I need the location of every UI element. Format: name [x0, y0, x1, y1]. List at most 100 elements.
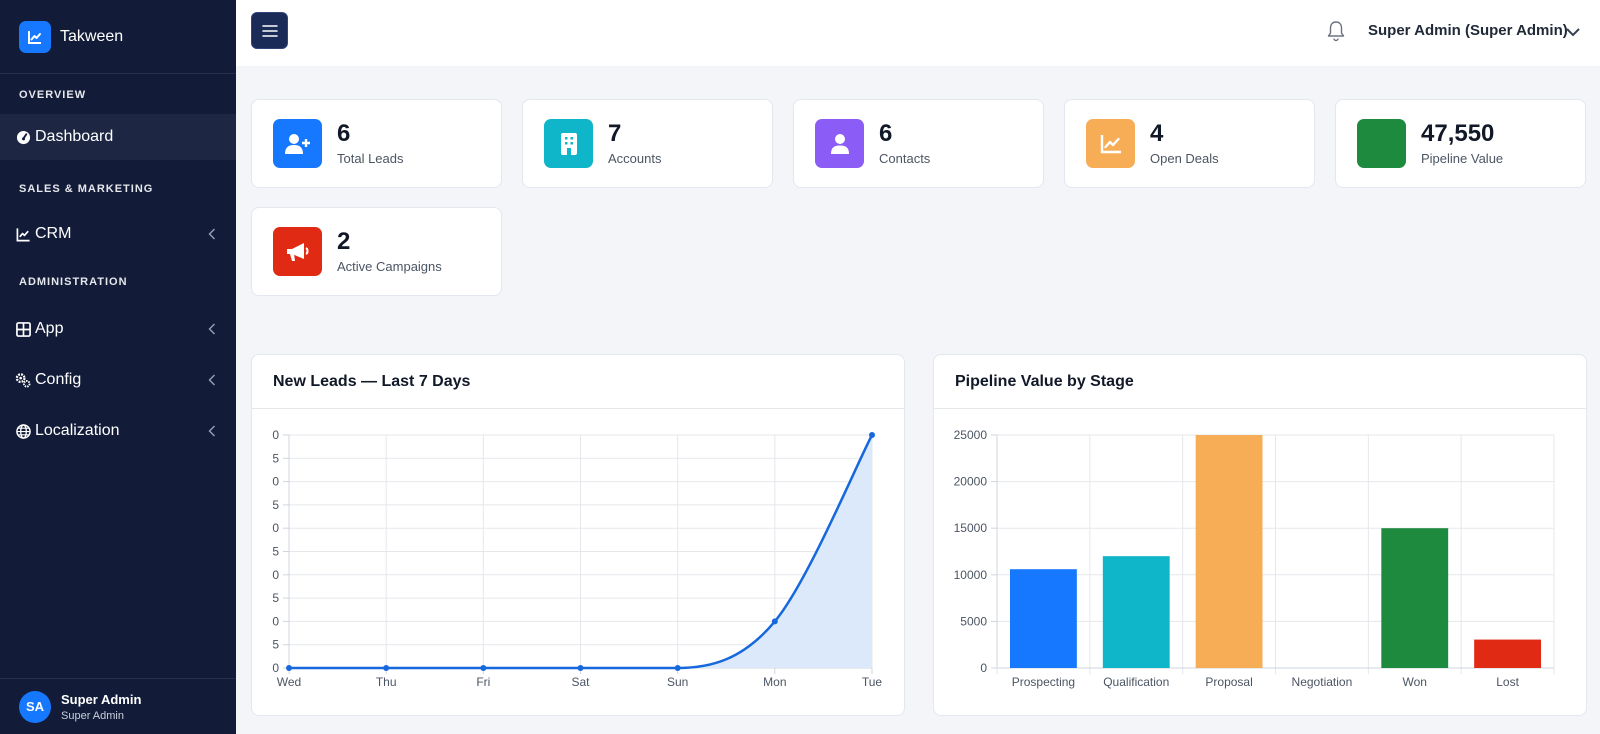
chart-line-icon: [1086, 119, 1135, 168]
x-tick-label: Lost: [1496, 675, 1519, 689]
y-tick-label: 0: [272, 521, 279, 535]
y-tick-label: 5000: [960, 614, 987, 628]
sidebar-item-crm[interactable]: CRM: [0, 211, 236, 257]
data-point: [383, 665, 390, 671]
section-label-sales-marketing: SALES & MARKETING: [19, 183, 154, 195]
menu-toggle-button[interactable]: [251, 12, 288, 49]
stat-value: 7: [608, 120, 622, 147]
section-label-administration: ADMINISTRATION: [19, 276, 128, 288]
y-tick-label: 5: [272, 591, 279, 605]
megaphone-icon: [273, 227, 322, 276]
x-tick-label: Tue: [862, 675, 883, 689]
data-point: [869, 432, 875, 438]
card-title: New Leads — Last 7 Days: [273, 373, 471, 390]
y-tick-label: 0: [980, 661, 987, 675]
brand[interactable]: Takween: [0, 0, 236, 74]
x-tick-label: Wed: [277, 675, 301, 689]
x-tick-label: Proposal: [1205, 675, 1252, 689]
stat-card-accounts[interactable]: 7 Accounts: [522, 99, 773, 188]
y-tick-label: 5: [272, 545, 279, 559]
topbar: Super Admin (Super Admin): [236, 0, 1600, 66]
stat-label: Open Deals: [1150, 151, 1219, 166]
chart-line-icon: [19, 20, 51, 53]
new-leads-chart-card: New Leads — Last 7 Days 0 5 0 5 0 5 0 5 0 5 0 Wed Th…: [251, 354, 905, 716]
data-point: [480, 665, 487, 671]
user-icon: [815, 119, 864, 168]
y-tick-label: 0: [272, 568, 279, 582]
user-role: Super Admin: [61, 709, 124, 722]
chevron-left-icon: [208, 373, 216, 391]
x-tick-label: Thu: [376, 675, 397, 689]
grid-icon: [15, 321, 31, 337]
stat-value: 6: [879, 120, 893, 147]
sidebar-item-localization[interactable]: Localization: [0, 408, 236, 454]
stat-label: Pipeline Value: [1421, 151, 1504, 166]
pipeline-bar-chart: 0 5000 10000 15000 20000 25000 Prospecting Qual…: [954, 428, 1555, 689]
y-tick-label: 25000: [954, 428, 988, 442]
sidebar-user[interactable]: SA Super Admin Super Admin: [0, 678, 236, 734]
y-tick-label: 0: [272, 614, 279, 628]
stat-label: Active Campaigns: [337, 259, 442, 274]
sidebar-item-dashboard[interactable]: Dashboard: [0, 114, 236, 160]
y-tick-label: 15000: [954, 521, 988, 535]
data-point: [771, 618, 778, 625]
sidebar-item-config[interactable]: Config: [0, 357, 236, 403]
card-title: Pipeline Value by Stage: [955, 373, 1134, 390]
x-tick-label: Sun: [667, 675, 688, 689]
cogs-icon: [15, 372, 31, 388]
stat-label: Total Leads: [337, 151, 404, 166]
sidebar: Takween OVERVIEW Dashboard SALES & MARKE…: [0, 0, 236, 734]
sidebar-item-label: Localization: [35, 422, 120, 439]
stat-card-open-deals[interactable]: 4 Open Deals: [1064, 99, 1315, 188]
globe-icon: [15, 423, 31, 439]
bar-won: [1381, 528, 1449, 668]
y-tick-label: 10000: [954, 568, 988, 582]
gauge-icon: [15, 129, 31, 145]
chevron-down-icon[interactable]: [1566, 24, 1580, 42]
stat-card-total-leads[interactable]: 6 Total Leads: [251, 99, 502, 188]
x-tick-label: Mon: [763, 675, 786, 689]
data-point: [674, 665, 681, 671]
x-tick-label: Sat: [571, 675, 590, 689]
brand-name: Takween: [60, 27, 124, 45]
chevron-left-icon: [208, 424, 216, 442]
divider: [934, 408, 1586, 409]
pipeline-icon: [1357, 119, 1406, 168]
bell-icon[interactable]: [1326, 20, 1346, 47]
chart-line-icon: [15, 226, 31, 242]
bar-lost: [1474, 639, 1542, 668]
bar-qualification: [1102, 556, 1170, 668]
y-tick-label: 0: [272, 661, 279, 675]
data-point: [286, 665, 292, 671]
building-icon: [544, 119, 593, 168]
stat-card-active-campaigns[interactable]: 2 Active Campaigns: [251, 207, 502, 296]
user-menu-button[interactable]: Super Admin (Super Admin): [1368, 22, 1568, 39]
hamburger-icon: [261, 24, 278, 37]
stat-label: Accounts: [608, 151, 662, 166]
bar-proposal: [1195, 435, 1263, 668]
stat-value: 2: [337, 228, 351, 255]
stat-value: 6: [337, 120, 351, 147]
sidebar-item-label: Dashboard: [35, 128, 114, 145]
x-tick-label: Prospecting: [1012, 675, 1075, 689]
x-tick-label: Qualification: [1103, 675, 1169, 689]
stat-card-pipeline-value[interactable]: 47,550 Pipeline Value: [1335, 99, 1586, 188]
x-tick-label: Won: [1403, 675, 1427, 689]
y-tick-label: 0: [272, 428, 279, 442]
stat-card-contacts[interactable]: 6 Contacts: [793, 99, 1044, 188]
chevron-left-icon: [208, 227, 216, 245]
chevron-left-icon: [208, 322, 216, 340]
y-tick-label: 5: [272, 451, 279, 465]
divider: [252, 408, 904, 409]
sidebar-item-label: App: [35, 320, 64, 337]
stat-value: 4: [1150, 120, 1164, 147]
area-fill: [289, 435, 872, 668]
section-label-overview: OVERVIEW: [19, 89, 87, 101]
y-tick-label: 20000: [954, 475, 988, 489]
pipeline-chart-card: Pipeline Value by Stage 0 5000 10000 15000 2…: [933, 354, 1587, 716]
data-point: [577, 665, 584, 671]
x-tick-label: Fri: [476, 675, 490, 689]
sidebar-item-app[interactable]: App: [0, 306, 236, 352]
stat-value: 47,550: [1421, 120, 1495, 147]
